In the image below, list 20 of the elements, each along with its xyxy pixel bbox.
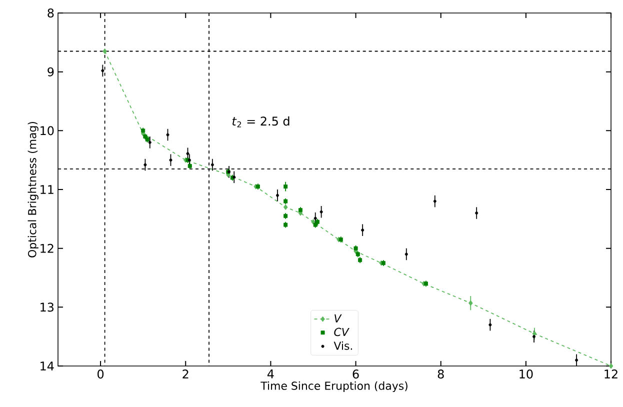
legend-label: V xyxy=(334,314,342,322)
x-tick-label: 12 xyxy=(604,370,618,378)
x-tick-label: 10 xyxy=(520,370,533,379)
legend-label: Vis. xyxy=(334,341,352,350)
legend-label: CV xyxy=(334,328,350,336)
x-tick-label: 6 xyxy=(352,370,359,379)
y-tick-label: 11 xyxy=(40,185,54,194)
annotation: t$_{2}$ = 2.5 d xyxy=(232,116,290,128)
y-tick-label: 8 xyxy=(48,8,54,18)
x-tick-label: 2 xyxy=(182,370,188,378)
x-tick-label: 0 xyxy=(98,370,104,379)
x-tick-label: 8 xyxy=(438,370,444,379)
y-axis-title: Optical Brightness (mag) xyxy=(28,122,38,258)
y-tick-label: 10 xyxy=(40,126,54,136)
y-tick-label: 9 xyxy=(48,67,54,76)
y-tick-label: 13 xyxy=(40,302,54,312)
y-tick-label: 12 xyxy=(40,244,54,253)
y-tick-label: 14 xyxy=(40,362,54,370)
x-axis-title: Time Since Eruption (days) xyxy=(260,381,408,392)
x-tick-label: 4 xyxy=(267,370,274,378)
